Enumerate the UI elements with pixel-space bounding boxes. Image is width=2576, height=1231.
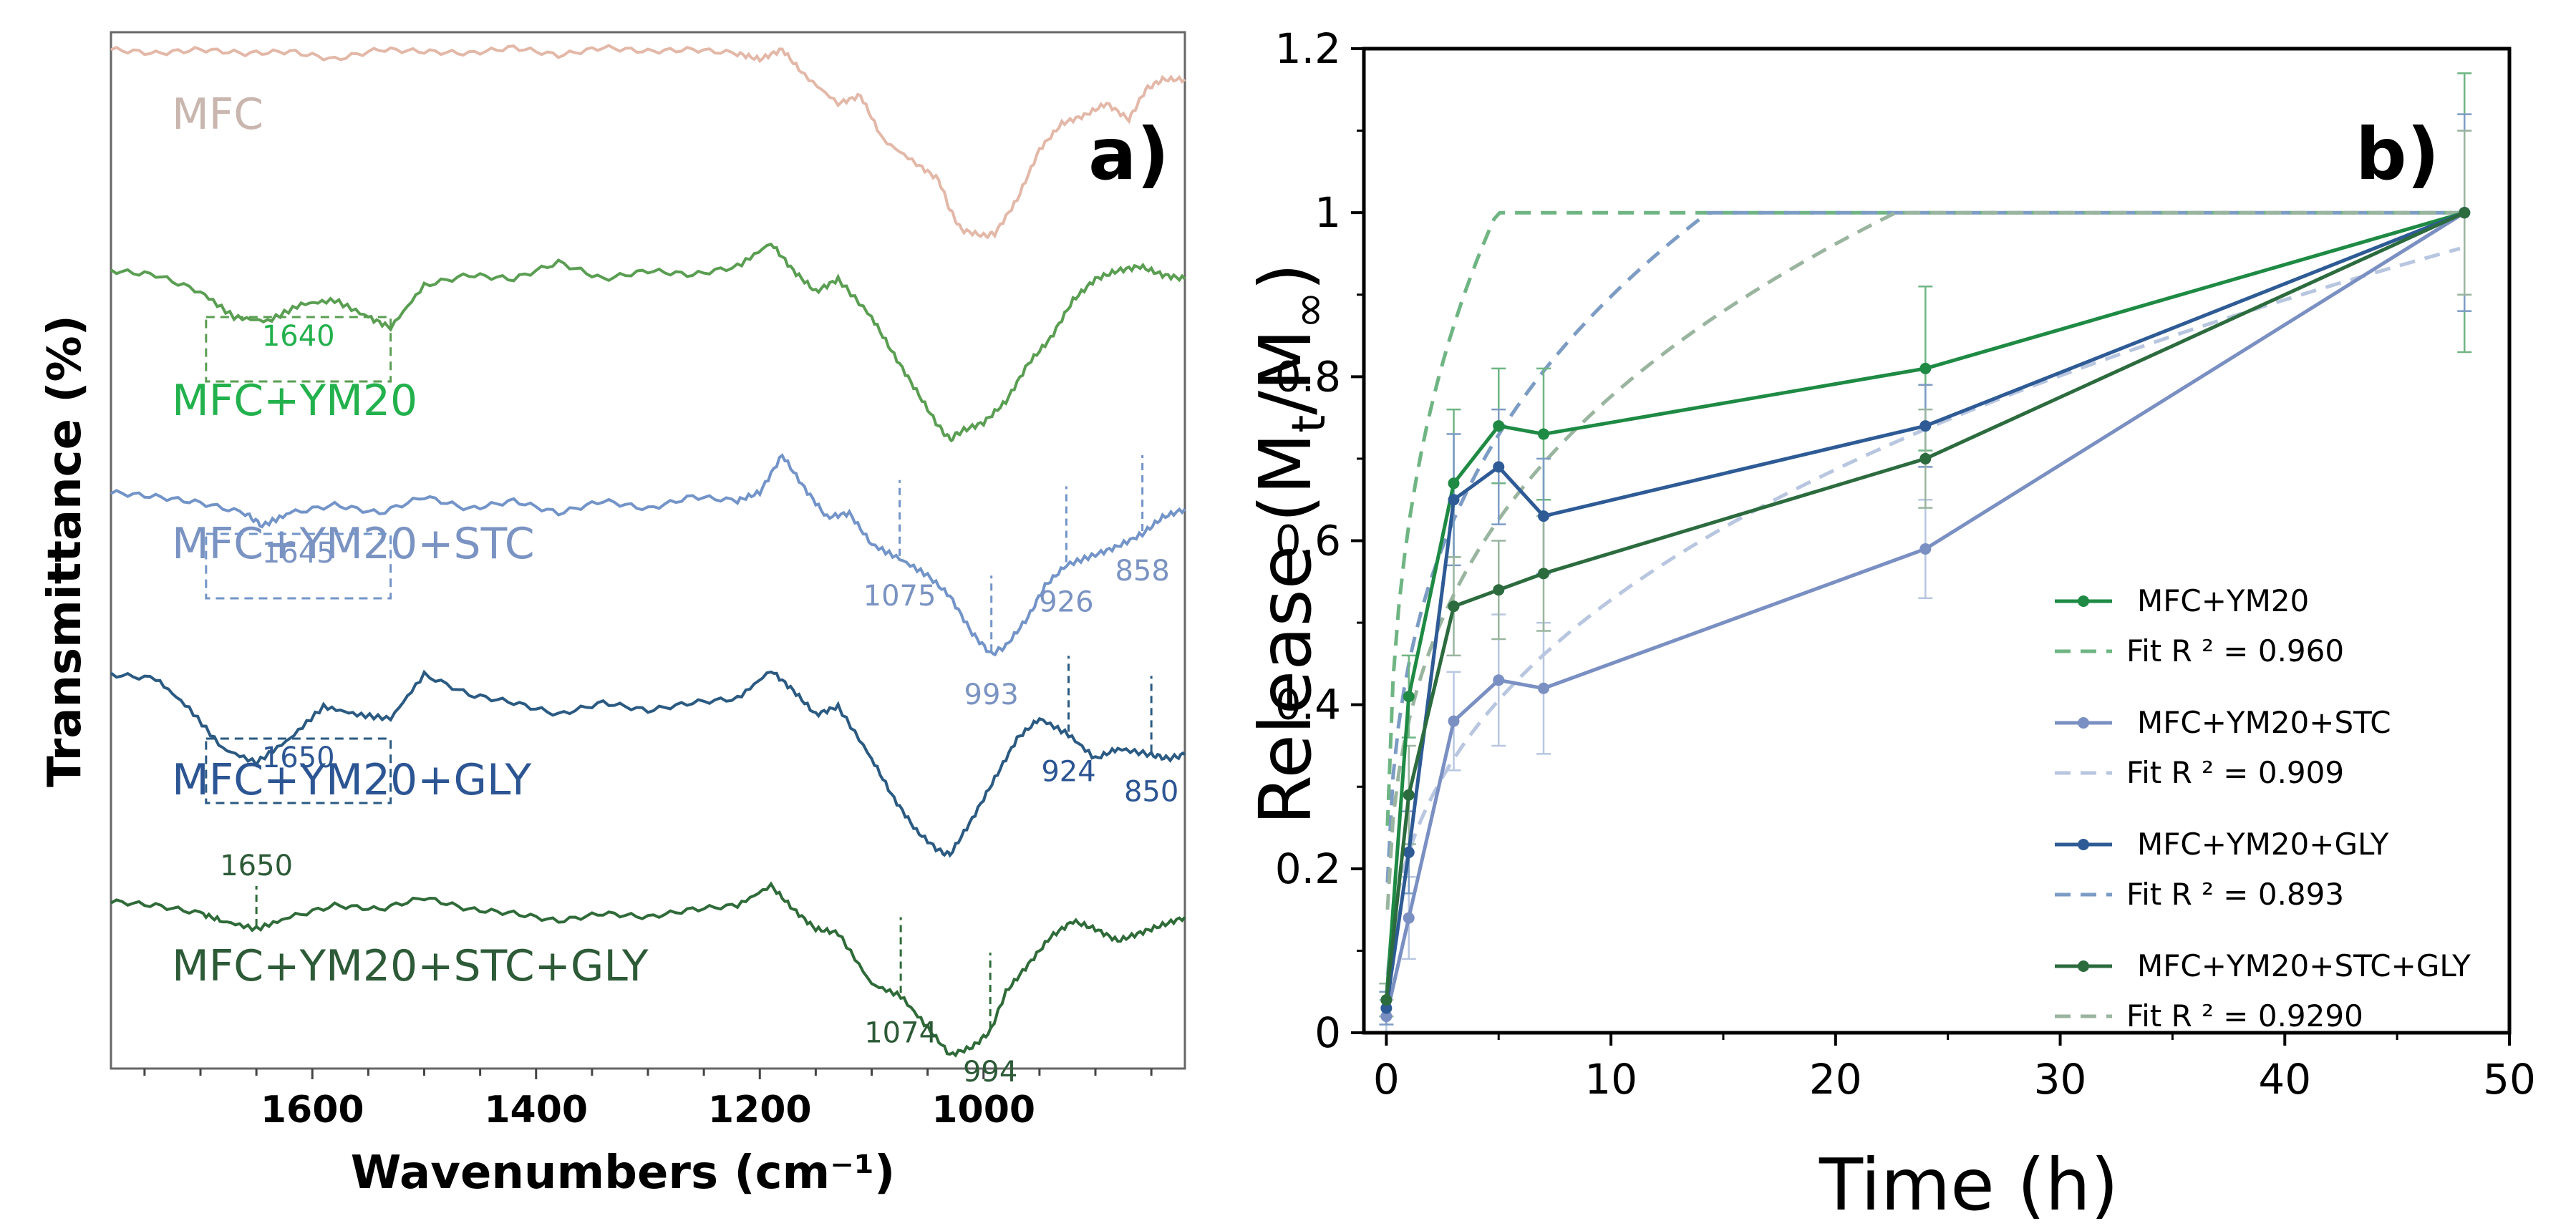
peak-box [205,532,392,600]
peak-box [205,737,392,804]
panel-b-xlabel: Time (h) [1819,1143,2119,1227]
data-point [1537,682,1549,694]
peak-label: 926 [1039,586,1093,619]
peak-label: 858 [1115,555,1169,588]
panel-b-release: 0 10 20 30 40 50 0 0.2 0.4 0.6 0.8 1 1.2 b) Time (h)… [1244,24,2536,1227]
b-ytick-label: 0.8 [1275,352,1341,401]
data-point [1403,691,1415,703]
spectrum-line [110,242,1186,443]
data-point [1537,428,1549,440]
legend-fit-label: Fit R ² = 0.960 [2126,633,2344,668]
b-xtick-label: 20 [1809,1055,1862,1104]
peak-label: 993 [964,678,1019,711]
data-point [1448,715,1460,727]
b-ytick-label: 0.4 [1275,681,1341,729]
data-point [1919,542,1932,555]
b-xtick-label: 40 [2258,1055,2311,1104]
a-tick-label: 1000 [931,1089,1035,1132]
data-point [1403,846,1415,858]
panel-a-label: a) [1088,112,1169,196]
b-xtick-label: 30 [2034,1055,2087,1104]
spectrum-line [110,44,1186,239]
peak-label: 1640 [262,320,335,353]
peak-label: 1650 [220,850,293,882]
ylabel-end: ) [1244,263,1327,291]
legend-series-name: MFC+YM20 [2137,583,2309,618]
panel-a-xlabel: Wavenumbers (cm⁻¹) [351,1147,896,1200]
data-point [1403,789,1415,801]
legend-marker [2078,960,2089,972]
spectrum-line [110,669,1186,858]
data-point [1919,452,1932,464]
b-ytick-label: 0 [1314,1008,1341,1057]
b-ytick-label: 1 [1314,188,1341,237]
data-point [1493,674,1505,686]
spectrum-label: MFC+YM20+GLY [172,755,531,805]
data-point [1403,912,1415,924]
ylabel-main: Release (M [1244,433,1327,825]
data-point [1919,362,1932,374]
data-point [1493,584,1505,596]
spectrum-line [110,881,1186,1058]
legend-fit-label: Fit R ² = 0.9290 [2126,998,2363,1033]
peak-box [205,316,392,383]
peak-label: 1650 [262,741,335,774]
legend-series-name: MFC+YM20+STC+GLY [2137,948,2471,983]
legend-series-name: MFC+YM20+GLY [2137,827,2389,862]
panel-a-ftir: a) 1600 1400 1200 1000 MFC MFC+YM20 1640 MFC+Y… [39,31,1186,1200]
data-point [1380,1011,1393,1023]
a-tick-label: 1600 [261,1089,364,1132]
peak-label: 850 [1124,775,1178,808]
peak-label: 994 [963,1056,1017,1089]
panel-b-ylabel: Release (Mt/M∞) [1244,263,1336,824]
b-xtick-label: 10 [1584,1055,1637,1104]
spectrum-label: MFC+YM20+STC [172,519,535,569]
spectrum-line [110,453,1186,657]
b-ytick-label: 1.2 [1275,24,1341,73]
legend-marker [2078,717,2089,729]
a-tick-label: 1400 [484,1089,588,1132]
panel-b-label: b) [2355,112,2439,196]
spectrum-label: MFC+YM20 [172,376,417,426]
b-ytick-label: 0.2 [1275,845,1341,893]
data-point [2459,207,2471,219]
legend-fit-label: Fit R ² = 0.909 [2126,755,2344,790]
peak-label: 924 [1041,755,1095,788]
peak-label: 1074 [864,1017,937,1050]
data-point [1448,494,1460,506]
peak-label: 1075 [863,580,936,613]
legend-fit-label: Fit R ² = 0.893 [2126,877,2344,912]
fit-curve [1385,210,2460,883]
spectrum-label: MFC+YM20+STC+GLY [172,941,649,991]
data-point [1537,510,1549,522]
data-point [1380,994,1393,1006]
ylabel-sub-t: t [1283,415,1336,433]
panel-a-ylabel: Transmittance (%) [39,315,92,787]
b-xtick-label: 50 [2483,1055,2536,1104]
data-point [1380,1002,1393,1014]
legend-marker [2078,839,2089,850]
fit-curve [1385,210,2460,910]
data-point [1448,477,1460,490]
data-point [1919,420,1932,432]
legend-marker [2078,595,2089,607]
ylabel-mid: /M [1244,329,1327,415]
ylabel-sub-inf: ∞ [1283,291,1336,329]
peak-label: 1645 [262,537,335,570]
data-point [1448,600,1460,613]
b-xtick-label: 0 [1373,1055,1400,1104]
spectrum-label: MFC [172,89,263,140]
b-ytick-label: 0.6 [1275,517,1341,565]
data-point [1493,420,1505,432]
data-point [1493,461,1505,473]
legend-series-name: MFC+YM20+STC [2137,705,2391,740]
data-point [1537,568,1549,580]
a-tick-label: 1200 [708,1089,812,1132]
